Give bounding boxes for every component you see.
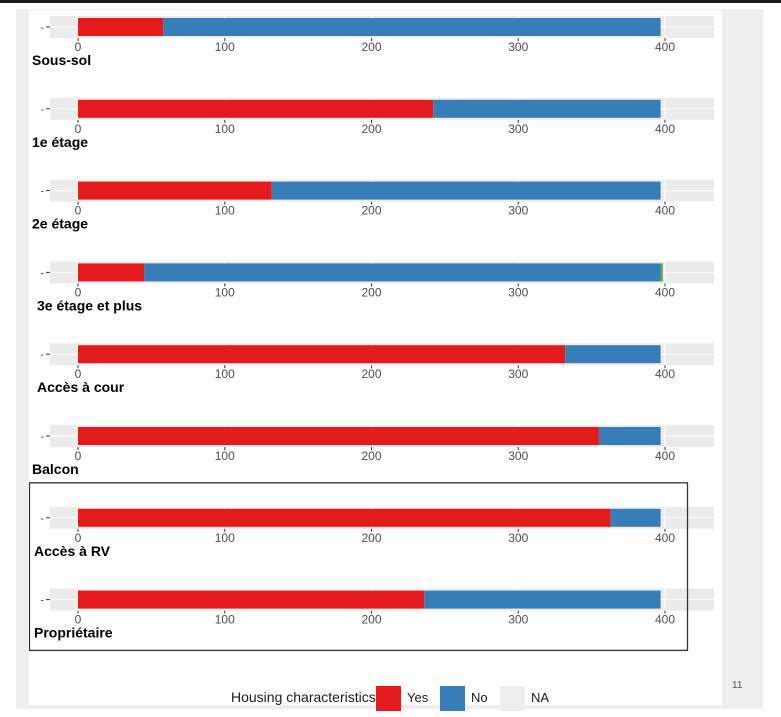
facet-3-xtick-label-4: 400 [655,285,675,299]
legend-label-na: NA [531,690,550,705]
facet-6-ytick-label: - [40,513,44,525]
facet-2-xtick-label-2: 200 [361,204,381,218]
facet-3-title: 3e étage et plus [37,297,142,313]
legend-title: Housing characteristics [231,689,376,705]
facet-4-bar-yes [78,345,566,364]
facet-6-xtick-label-0: 0 [75,531,82,545]
facet-3-xtick-label-2: 200 [361,285,381,299]
facet-4-bar-no [565,345,661,364]
facet-5-xtick-label-3: 300 [508,449,528,463]
legend-label-no: No [471,690,488,705]
facet-3-bar-na [660,263,663,282]
facet-2-bar-no [271,181,661,200]
facet-5-bar-no [598,427,661,445]
facet-4-ytick-label: - [40,349,44,361]
facet-5-xtick-label-1: 100 [215,449,235,463]
facet-3-xtick-label-1: 100 [215,285,235,299]
facet-2-title: 2e étage [32,216,88,232]
facet-0-xtick-label-4: 400 [655,40,675,54]
legend-swatch-no [440,686,465,711]
facet-3-bar-no [144,263,661,282]
facet-2-xtick-label-0: 0 [75,204,82,218]
facet-1-bar-yes [78,99,434,118]
facet-1-title: 1e étage [32,134,88,150]
facet-7-bar-no [424,590,661,609]
facet-4-xtick-label-4: 400 [655,367,675,381]
facet-4-title: Accès à cour [37,379,125,395]
facet-6-bar-yes [78,508,611,527]
facet-2-bar-yes [78,181,272,200]
facet-3-xtick-label-0: 0 [75,285,82,299]
facet-6-xtick-label-1: 100 [215,531,235,545]
facet-2-xtick-label-3: 300 [508,204,528,218]
highlight-box [29,482,689,652]
facet-5-ytick-label: - [40,431,44,443]
facet-7-xtick-label-4: 400 [655,613,675,627]
page-number: 11 [732,680,743,691]
facet-1-xtick-label-0: 0 [75,122,82,136]
facet-6-xtick-label-2: 200 [361,531,381,545]
facet-3-bar-yes [78,263,145,282]
legend-swatch-na [500,686,525,711]
facet-6-bar-no [610,508,661,527]
facet-0-xtick-label-3: 300 [508,40,528,54]
legend-label-yes: Yes [407,690,429,705]
facet-0-xtick-label-2: 200 [361,40,381,54]
facet-2-xtick-label-4: 400 [655,204,675,218]
facet-6-xtick-label-3: 300 [508,531,528,545]
facet-1-ytick-label: - [40,104,44,116]
facet-4-xtick-label-0: 0 [75,367,82,381]
facet-3-ytick-label: - [40,267,44,279]
facet-4-xtick-label-1: 100 [215,367,235,381]
facet-7-xtick-label-3: 300 [508,613,528,627]
facet-0-ytick-label: - [40,22,44,34]
facet-0-bar-no [163,18,661,36]
top-rule [0,0,781,3]
facet-1-xtick-label-3: 300 [508,122,528,136]
facet-3-xtick-label-3: 300 [508,285,528,299]
facet-7-ytick-label: - [40,595,44,607]
facet-0-xtick-label-0: 0 [75,40,82,54]
facet-1-xtick-label-2: 200 [361,122,381,136]
facet-5-bar-yes [78,427,599,445]
facet-4-xtick-label-3: 300 [508,367,528,381]
chart-panel: - 0 100 200 300 400 Sous-sol - 0 100 200 300 400 1e é… [29,10,722,711]
stacked-bar-chart: - 0 100 200 300 400 Sous-sol - 0 100 200 300 400 1e é… [29,16,714,652]
facet-5-xtick-label-0: 0 [75,449,82,463]
facet-7-bar-yes [78,590,425,609]
facet-0-xtick-label-1: 100 [215,40,235,54]
facet-2-ytick-label: - [40,186,44,198]
facet-1-xtick-label-1: 100 [215,122,235,136]
legend-swatch-yes [376,686,401,711]
facet-7-title: Propriétaire [34,625,113,641]
facet-4-xtick-label-2: 200 [361,367,381,381]
facet-6-xtick-label-4: 400 [655,531,675,545]
facet-7-xtick-label-1: 100 [215,613,235,627]
facet-6-title: Accès à RV [34,543,111,559]
facet-7-xtick-label-0: 0 [75,613,82,627]
facet-0-title: Sous-sol [32,52,91,68]
facet-0-bar-yes [78,18,164,36]
facet-5-title: Balcon [32,461,79,477]
facet-5-xtick-label-2: 200 [361,449,381,463]
facet-1-xtick-label-4: 400 [655,122,675,136]
facet-1-bar-no [433,99,661,118]
facet-7-xtick-label-2: 200 [361,613,381,627]
facet-2-xtick-label-1: 100 [215,204,235,218]
facet-5-xtick-label-4: 400 [655,449,675,463]
